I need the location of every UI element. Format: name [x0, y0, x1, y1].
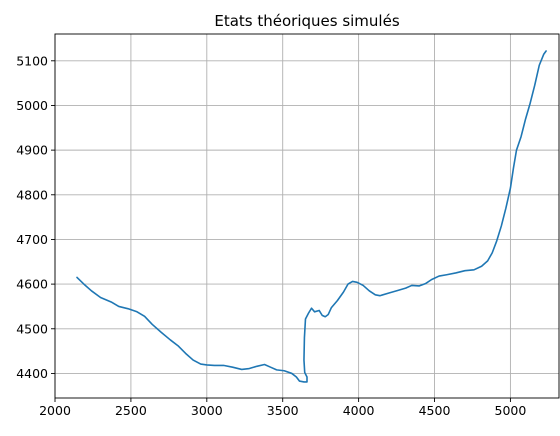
- x-tick-label: 5000: [495, 403, 527, 418]
- y-tick-label: 4800: [16, 187, 48, 202]
- y-tick-label: 4400: [16, 366, 48, 381]
- plot-frame: [54, 33, 560, 399]
- y-tick-label: 5100: [16, 53, 48, 68]
- x-tick-label: 2000: [39, 403, 71, 418]
- y-tick-label: 4500: [16, 321, 48, 336]
- x-axis: 2000 2500 3000 3500 4000 4500 5000: [39, 398, 526, 418]
- chart-title: Etats théoriques simulés: [214, 12, 399, 30]
- x-tick-label: 3000: [191, 403, 223, 418]
- y-tick-label: 4700: [16, 232, 48, 247]
- x-tick-label: 2500: [115, 403, 147, 418]
- series-layer: [76, 50, 547, 383]
- y-tick-label: 4900: [16, 143, 48, 158]
- y-axis: 4400 4500 4600 4700 4800 4900 5000 5100: [16, 53, 55, 381]
- grid: [54, 34, 559, 398]
- series-line: [76, 50, 547, 383]
- y-tick-label: 5000: [16, 98, 48, 113]
- y-tick-label: 4600: [16, 277, 48, 292]
- x-tick-label: 4500: [419, 403, 451, 418]
- x-tick-label: 4000: [343, 403, 375, 418]
- x-tick-label: 3500: [267, 403, 299, 418]
